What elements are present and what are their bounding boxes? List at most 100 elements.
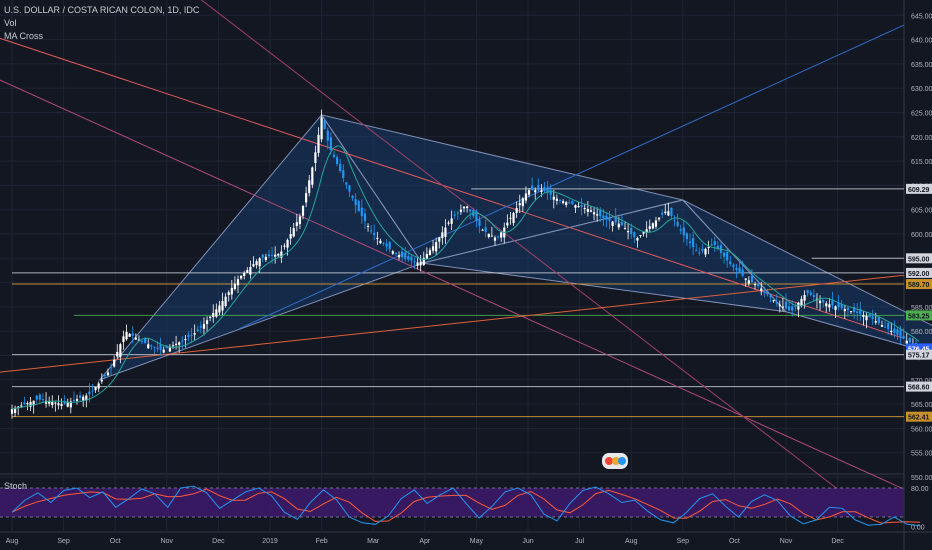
- price-axis[interactable]: 650.00645.00640.00635.00630.00625.00620.…: [911, 0, 932, 532]
- candle-body: [230, 287, 233, 295]
- candle-body: [902, 335, 905, 339]
- candle-body: [574, 205, 577, 208]
- candle-body: [339, 163, 342, 172]
- candle-body: [159, 344, 162, 351]
- price-label-box: [906, 267, 932, 278]
- candle-body: [91, 390, 94, 392]
- candle-body: [602, 215, 605, 219]
- candle-body: [469, 209, 472, 212]
- candle-body: [688, 241, 692, 244]
- candle-body: [794, 306, 797, 308]
- candle-body: [716, 245, 719, 249]
- candle-body: [509, 217, 512, 219]
- candle-body: [72, 399, 76, 401]
- candle-body: [335, 157, 339, 165]
- candle-body: [636, 237, 639, 241]
- candle-body: [376, 237, 379, 239]
- candle-body: [332, 154, 336, 158]
- price-label-box: [906, 343, 932, 354]
- candle-body: [763, 291, 766, 293]
- candle-body: [484, 227, 487, 232]
- candle-body: [853, 307, 856, 313]
- candle-body: [218, 305, 221, 313]
- ma-cross-indicator-label[interactable]: MA Cross: [4, 31, 44, 41]
- time-axis[interactable]: Aug Sep Oct Nov Dec 2019 Feb Mar Apr May Jun Jul Aug…: [6, 538, 845, 545]
- price-tick-label: 550.00: [911, 475, 932, 482]
- candle-body: [404, 252, 407, 259]
- candle-body: [54, 402, 57, 404]
- candle-body: [69, 401, 72, 408]
- candle-body: [289, 234, 292, 239]
- stoch-indicator-label[interactable]: Stoch: [4, 481, 28, 491]
- stoch-k-line: [11, 485, 921, 527]
- candle-body: [444, 227, 447, 237]
- candle-body: [667, 211, 670, 216]
- candle-body: [775, 302, 778, 304]
- candle-body: [908, 337, 911, 343]
- candle-body: [51, 401, 54, 406]
- candle-body: [831, 299, 834, 306]
- candle-body: [301, 206, 305, 216]
- candle-body: [246, 269, 249, 273]
- candle-body: [673, 220, 676, 222]
- rising-trendline: [238, 24, 905, 330]
- candle-body: [664, 211, 667, 213]
- candle-body: [552, 196, 555, 200]
- candle-body: [410, 256, 413, 261]
- candle-body: [366, 225, 370, 227]
- candle-body: [840, 304, 843, 309]
- price-label-box: [906, 279, 932, 290]
- candle-body: [193, 333, 196, 335]
- candle-body: [227, 292, 230, 296]
- tradingview-logo[interactable]: [602, 453, 628, 469]
- candle-body: [26, 403, 29, 405]
- candle-body: [611, 221, 614, 227]
- candle-body: [685, 233, 689, 240]
- candle-body: [181, 340, 184, 342]
- price-label-box: [906, 381, 932, 392]
- candle-body: [787, 306, 791, 311]
- candle-body: [645, 229, 648, 233]
- candle-body: [883, 326, 887, 328]
- volume-indicator-label[interactable]: Vol: [4, 18, 17, 28]
- symbol-title[interactable]: U.S. DOLLAR / COSTA RICAN COLON, 1D, IDC: [4, 5, 200, 15]
- candle-body: [255, 261, 258, 266]
- candle-body: [726, 252, 729, 261]
- time-tick-label: Aug: [6, 538, 19, 545]
- candle-body: [360, 207, 363, 217]
- candle-body: [512, 212, 515, 223]
- candle-body: [565, 202, 568, 206]
- candle-body: [803, 294, 806, 301]
- candle-body: [571, 201, 574, 205]
- candle-body: [701, 248, 704, 251]
- candle-body: [893, 328, 896, 333]
- candle-body: [379, 240, 382, 244]
- candle-body: [456, 212, 459, 214]
- candle-body: [633, 232, 636, 237]
- candle-body: [140, 341, 144, 343]
- time-tick-label: Jun: [522, 538, 533, 545]
- candle-body: [670, 207, 673, 217]
- candle-body: [704, 248, 707, 255]
- price-label-text: 592.00: [908, 271, 930, 278]
- candle-body: [373, 232, 376, 235]
- candle-body: [558, 199, 562, 201]
- candle-body: [320, 117, 323, 140]
- candle-body: [413, 261, 416, 263]
- candle-body: [190, 334, 193, 336]
- candle-body: [270, 254, 274, 256]
- candle-body: [825, 303, 828, 307]
- candle-body: [286, 239, 289, 248]
- time-tick-label: Nov: [161, 538, 174, 545]
- candle-body: [623, 228, 627, 230]
- candle-body: [732, 264, 735, 268]
- candlestick-series: [10, 109, 921, 419]
- candle-body: [363, 213, 367, 222]
- candle-body: [679, 229, 682, 231]
- candle-body: [871, 316, 874, 320]
- candle-body: [862, 315, 865, 317]
- candle-body: [357, 201, 360, 212]
- candle-body: [887, 322, 890, 329]
